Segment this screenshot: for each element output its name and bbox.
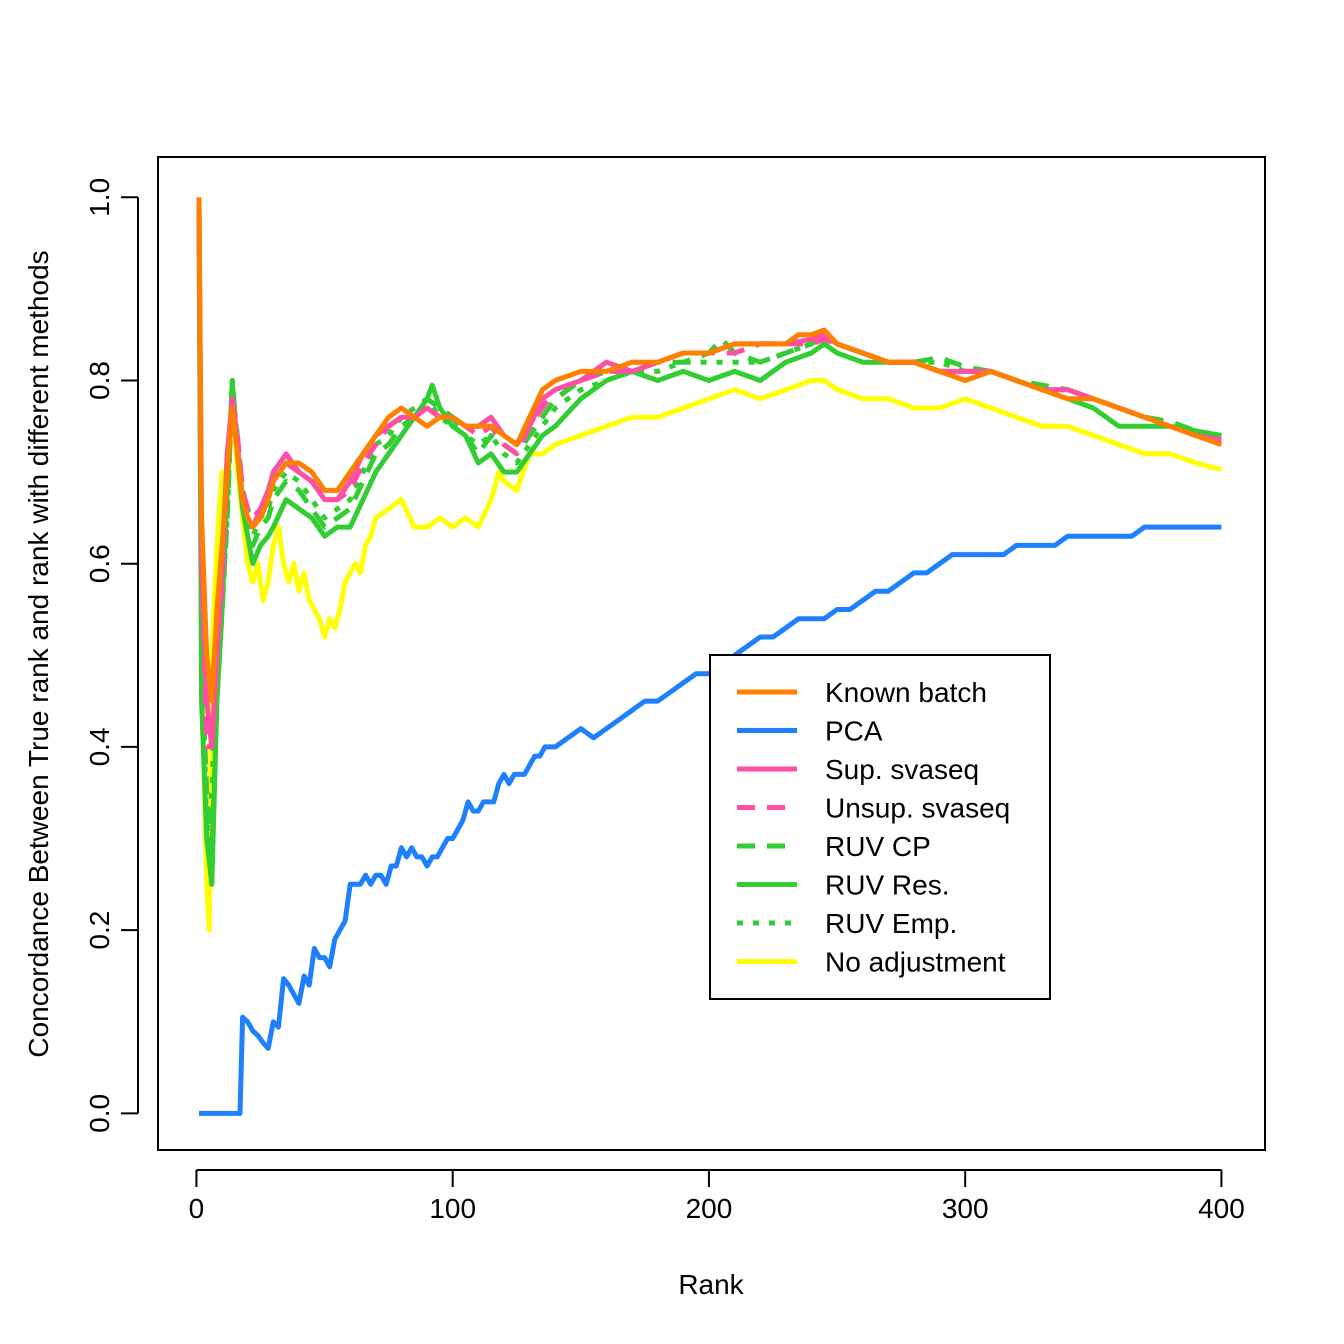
axis-layer: 0 100 200 300 400 0.0 0.2 0.4 0.6 0.8 1.0: [84, 178, 1245, 1224]
legend-box: [709, 654, 1051, 1000]
x-tick-label: 300: [942, 1193, 989, 1224]
series-line-pca: [199, 524, 1222, 1116]
y-tick-label: 0.2: [84, 911, 115, 950]
x-tick-label: 200: [686, 1193, 733, 1224]
series-line-known-batch: [196, 197, 1223, 704]
y-axis-title: Concordance Between True rank and rank w…: [23, 250, 54, 1057]
x-tick-label: 400: [1198, 1193, 1245, 1224]
y-tick-label: 1.0: [84, 178, 115, 217]
y-tick-label: 0.8: [84, 361, 115, 400]
y-tick-label: 0.0: [84, 1094, 115, 1133]
legend-label-unsup-svaseq: Unsup. svaseq: [825, 793, 1010, 824]
legend-label-known-batch: Known batch: [825, 677, 987, 708]
x-tick-label: 0: [189, 1193, 205, 1224]
legend-label-sup-svaseq: Sup. svaseq: [825, 754, 979, 785]
legend-label-ruv-emp: RUV Emp.: [825, 908, 957, 939]
series-layer: [196, 197, 1223, 1116]
legend-label-ruv-cp: RUV CP: [825, 831, 931, 862]
legend-label-no-adjustment: No adjustment: [825, 947, 1006, 978]
x-axis-title: Rank: [678, 1269, 744, 1300]
series-line-no-adjustment: [196, 197, 1223, 933]
legend: Known batch PCA Sup. svaseq Unsup. svaseq RU…: [709, 654, 1051, 1000]
legend-label-ruv-res: RUV Res.: [825, 870, 949, 901]
legend-label-pca: PCA: [825, 716, 883, 747]
y-tick-label: 0.4: [84, 727, 115, 766]
x-tick-label: 100: [429, 1193, 476, 1224]
plot-frame: [157, 156, 1266, 1151]
y-tick-label: 0.6: [84, 544, 115, 583]
